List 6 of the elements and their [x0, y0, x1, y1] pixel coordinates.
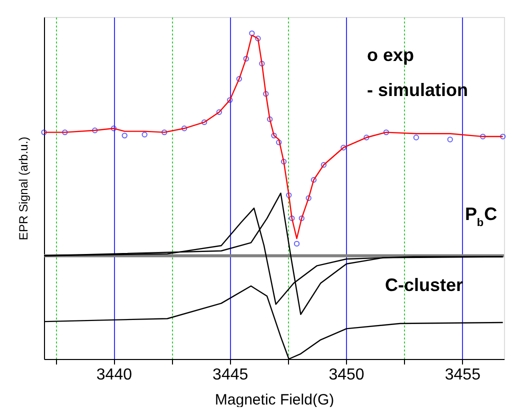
y-axis-title: EPR Signal (arb.u.)	[16, 136, 30, 240]
annotation: o exp	[367, 45, 414, 65]
x-tick-label: 3450	[328, 366, 364, 384]
x-tick-label: 3440	[96, 366, 132, 384]
x-tick-label: 3455	[444, 366, 481, 384]
x-tick-label: 3445	[212, 366, 248, 384]
